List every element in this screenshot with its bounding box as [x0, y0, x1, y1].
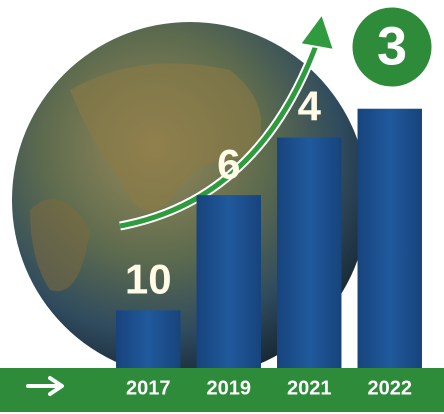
x-tick-label: 2021 — [287, 377, 332, 399]
bar-shine — [116, 310, 181, 368]
bar-shine — [357, 108, 422, 369]
value-label: 10 — [125, 255, 172, 302]
value-label: 6 — [217, 140, 240, 187]
rank-badge: 3 — [347, 2, 437, 92]
x-tick-label: 2022 — [368, 377, 413, 399]
badge-value: 3 — [377, 16, 407, 76]
value-label: 4 — [298, 83, 322, 130]
bar-shine — [196, 195, 261, 368]
arrow-icon — [26, 376, 64, 396]
x-tick-label: 2017 — [126, 377, 171, 399]
bar-shine — [277, 137, 342, 368]
trend-arrow — [119, 11, 336, 231]
footer-band — [0, 368, 444, 412]
x-tick-label: 2019 — [207, 377, 252, 399]
